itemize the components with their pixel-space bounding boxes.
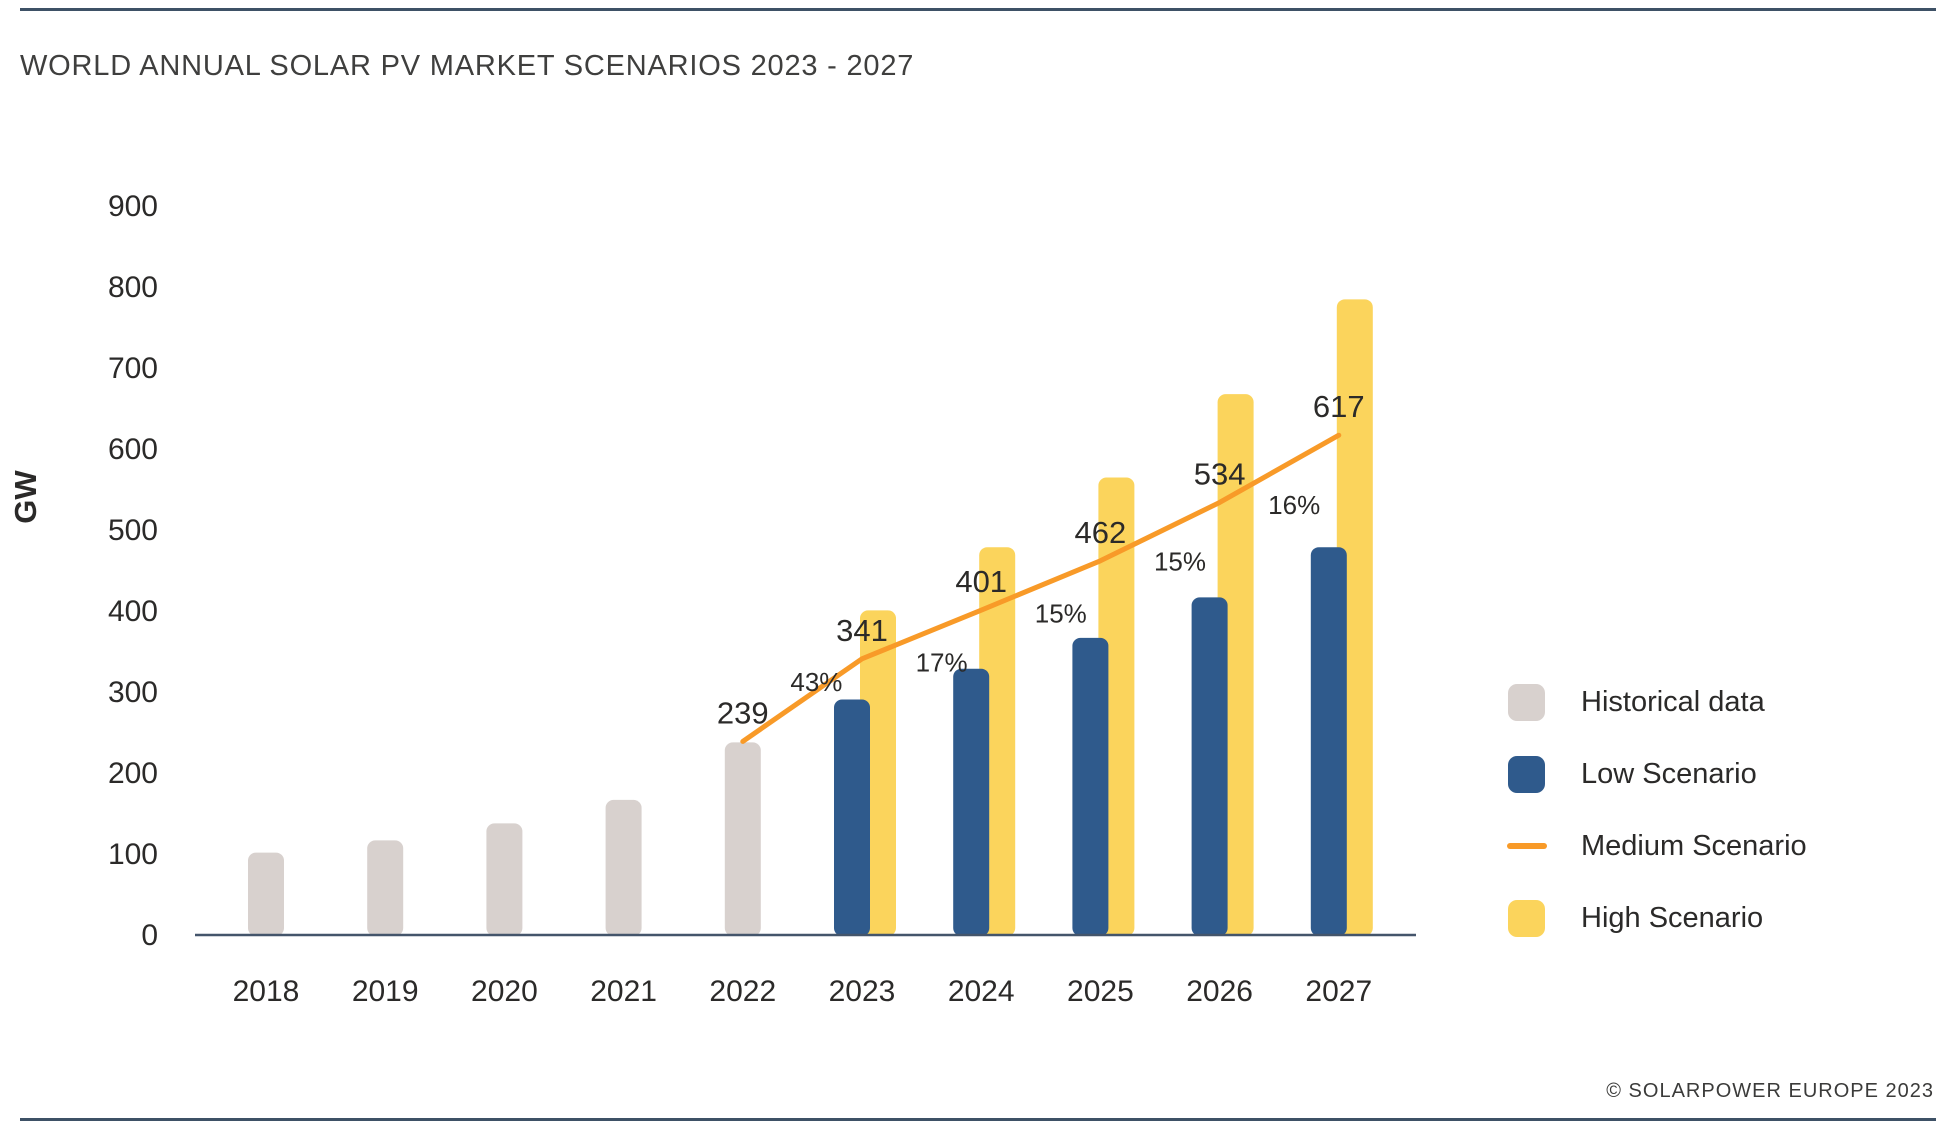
- y-tick-label: 700: [108, 352, 158, 385]
- y-tick-label: 600: [108, 433, 158, 466]
- chart-plot-area: 0 100 200 300 400 500 600 700 800 900 GW 2018 2019 20…: [8, 190, 1416, 1008]
- x-tick-label: 2021: [590, 975, 657, 1008]
- bar-low-scenario-2026: [1191, 597, 1228, 936]
- legend-swatch-line: [1506, 843, 1547, 849]
- bar-low-scenario-2027: [1310, 547, 1347, 936]
- x-tick-label: 2019: [352, 975, 419, 1008]
- top-rule: [20, 8, 1936, 11]
- x-tick-label: 2025: [1067, 975, 1134, 1008]
- legend-item-low-scenario: Low Scenario: [1508, 754, 1757, 794]
- x-tick-label: 2026: [1186, 975, 1253, 1008]
- legend-item-high-scenario: High Scenario: [1508, 898, 1763, 938]
- growth-percent-label: 43%: [790, 667, 842, 697]
- legend-item-historical-data: Historical data: [1508, 682, 1765, 722]
- x-tick-label: 2022: [709, 975, 776, 1008]
- growth-percent-label: 17%: [916, 647, 968, 677]
- bar-historical-data-2020: [486, 823, 523, 936]
- bar-historical-data-2018: [248, 852, 284, 936]
- legend-label: Historical data: [1581, 685, 1765, 718]
- medium-value-label: 617: [1313, 389, 1365, 424]
- medium-value-label: 534: [1194, 456, 1246, 491]
- medium-scenario-line: [740, 432, 1342, 744]
- bar-low-scenario-2024: [953, 668, 990, 936]
- chart-title: WORLD ANNUAL SOLAR PV MARKET SCENARIOS 2…: [20, 50, 915, 82]
- legend-label: Medium Scenario: [1581, 829, 1807, 862]
- medium-value-label: 239: [717, 695, 769, 730]
- y-tick-label: 400: [108, 595, 158, 628]
- y-tick-label: 200: [108, 757, 158, 790]
- bar-low-scenario-2023: [834, 699, 870, 936]
- legend-item-medium-scenario: Medium Scenario: [1506, 826, 1807, 866]
- y-tick-label: 0: [141, 919, 158, 952]
- x-tick-label: 2027: [1305, 975, 1372, 1008]
- medium-value-label: 462: [1075, 515, 1127, 550]
- y-tick-label: 100: [108, 838, 158, 871]
- bar-historical-data-2022: [724, 742, 761, 936]
- legend-swatch-square: [1508, 899, 1545, 937]
- x-tick-label: 2020: [471, 975, 538, 1008]
- legend-swatch-square: [1508, 755, 1545, 793]
- x-tick-label: 2023: [829, 975, 896, 1008]
- legend-swatch-square: [1508, 683, 1545, 721]
- copyright-credit: © SOLARPOWER EUROPE 2023: [1606, 1080, 1934, 1102]
- y-tick-label: 900: [108, 190, 158, 223]
- y-axis-title: GW: [8, 470, 43, 524]
- bar-historical-data-2019: [367, 840, 404, 936]
- legend-label: Low Scenario: [1581, 757, 1757, 790]
- y-tick-label: 300: [108, 676, 158, 709]
- bottom-rule: [20, 1118, 1936, 1121]
- growth-percent-label: 15%: [1035, 598, 1087, 628]
- y-tick-label: 800: [108, 271, 158, 304]
- bar-historical-data-2021: [605, 799, 642, 936]
- growth-percent-label: 16%: [1268, 490, 1320, 520]
- x-tick-label: 2018: [233, 975, 300, 1008]
- legend-label: High Scenario: [1581, 901, 1764, 934]
- medium-value-label: 341: [836, 613, 888, 648]
- bar-low-scenario-2025: [1072, 637, 1109, 936]
- y-tick-label: 500: [108, 514, 158, 547]
- medium-value-label: 401: [955, 564, 1007, 599]
- growth-percent-label: 15%: [1154, 547, 1206, 577]
- x-tick-label: 2024: [948, 975, 1015, 1008]
